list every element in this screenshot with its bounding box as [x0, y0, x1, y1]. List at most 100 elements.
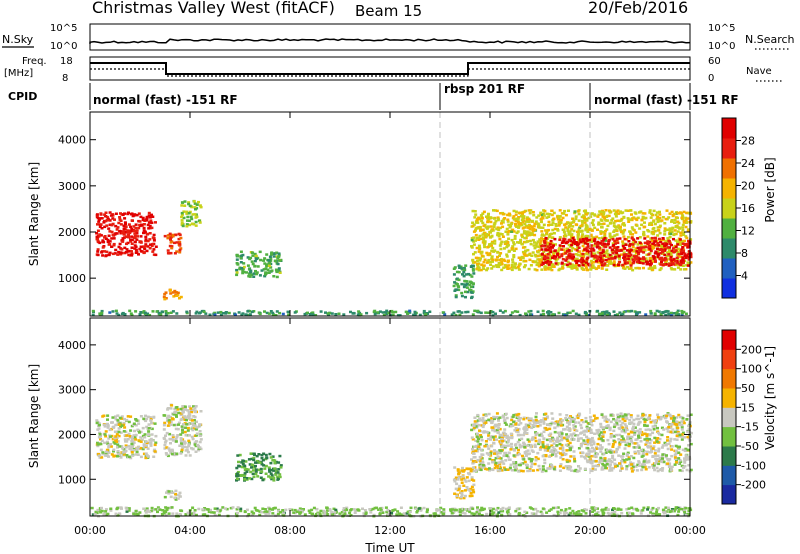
power-echo-cell	[563, 314, 567, 317]
velocity-echo-cell	[515, 446, 518, 450]
power-echo-cell	[525, 216, 529, 219]
velocity-echo-cell	[192, 405, 195, 408]
power-echo-cell	[646, 229, 650, 232]
velocity-echo-cell	[396, 510, 400, 513]
velocity-echo-cell	[132, 422, 136, 425]
power-echo-cell	[661, 249, 665, 252]
power-echo-cell	[150, 221, 154, 224]
velocity-echo-cell	[551, 417, 555, 420]
velocity-echo-cell	[645, 437, 649, 440]
power-echo-cell	[601, 236, 604, 240]
power-echo-cell	[464, 290, 467, 294]
power-echo-cell	[667, 312, 671, 316]
power-echo-cell	[615, 239, 619, 243]
power-echo-cell	[263, 310, 266, 313]
power-echo-cell	[130, 212, 134, 215]
power-echo-cell	[513, 265, 517, 269]
power-echo-cell	[597, 221, 601, 224]
velocity-echo-cell	[323, 511, 327, 514]
velocity-echo-cell	[487, 434, 491, 437]
velocity-echo-cell	[465, 486, 469, 489]
power-echo-cell	[623, 246, 627, 250]
velocity-echo-cell	[491, 419, 495, 423]
velocity-echo-cell	[174, 423, 178, 427]
power-echo-cell	[263, 262, 267, 265]
velocity-echo-cell	[166, 454, 170, 458]
power-echo-cell	[264, 267, 268, 270]
velocity-echo-cell	[632, 422, 636, 426]
power-echo-cell	[668, 249, 671, 252]
power-echo-cell	[505, 227, 509, 231]
velocity-echo-cell	[278, 475, 282, 479]
power-echo-cell	[510, 247, 514, 250]
velocity-echo-cell	[171, 512, 175, 515]
power-echo-cell	[349, 310, 352, 314]
velocity-echo-cell	[293, 508, 297, 512]
velocity-echo-cell	[179, 433, 183, 436]
power-echo-cell	[623, 255, 627, 259]
velocity-echo-cell	[246, 468, 250, 471]
velocity-echo-cell	[657, 506, 660, 510]
velocity-echo-cell	[125, 508, 129, 511]
velocity-echo-cell	[187, 411, 191, 414]
power-echo-cell	[179, 295, 183, 299]
power-echo-cell	[373, 312, 377, 316]
power-echo-cell	[529, 242, 533, 246]
velocity-echo-cell	[399, 506, 403, 509]
power-echo-cell	[486, 246, 490, 249]
power-echo-cell	[662, 238, 666, 242]
velocity-echo-cell	[464, 508, 468, 511]
velocity-echo-cell	[616, 508, 620, 511]
power-echo-cell	[522, 210, 526, 214]
power-echo-cell	[561, 265, 565, 268]
power-echo-cell	[658, 225, 662, 229]
velocity-echo-cell	[666, 436, 670, 439]
velocity-echo-cell	[471, 469, 475, 473]
velocity-echo-cell	[110, 453, 114, 456]
power-echo-cell	[546, 241, 550, 245]
velocity-echo-cell	[609, 435, 613, 439]
power-echo-cell	[581, 262, 585, 265]
power-echo-cell	[626, 257, 630, 261]
velocity-echo-cell	[672, 509, 676, 513]
power-echo-cell	[387, 311, 391, 315]
power-echo-cell	[627, 220, 631, 223]
velocity-echo-cell	[662, 512, 666, 515]
velocity-echo-cell	[264, 472, 268, 475]
power-echo-cell	[117, 221, 121, 225]
power-echo-cell	[512, 230, 516, 233]
velocity-echo-cell	[575, 429, 579, 432]
power-echo-cell	[512, 209, 516, 213]
power-echo-cell	[487, 212, 490, 216]
power-echo-cell	[616, 209, 620, 212]
power-echo-cell	[652, 266, 656, 269]
power-echo-cell	[548, 212, 552, 216]
velocity-echo-cell	[278, 473, 282, 476]
power-echo-cell	[182, 210, 186, 213]
power-echo-cell	[638, 236, 642, 239]
velocity-echo-cell	[671, 508, 674, 511]
velocity-echo-cell	[235, 477, 239, 480]
velocity-echo-cell	[682, 421, 686, 425]
power-echo-cell	[642, 230, 646, 234]
velocity-echo-cell	[189, 417, 193, 421]
velocity-echo-cell	[116, 414, 120, 417]
power-echo-cell	[562, 237, 566, 241]
power-echo-cell	[562, 252, 566, 256]
velocity-echo-cell	[675, 416, 679, 419]
power-echo-cell	[398, 314, 402, 317]
power-echo-cell	[544, 261, 548, 264]
velocity-echo-cell	[390, 511, 394, 515]
power-echo-cell	[547, 314, 551, 317]
velocity-echo-cell	[493, 466, 497, 470]
power-echo-cell	[468, 280, 472, 283]
velocity-echo-cell	[534, 507, 538, 511]
power-echo-cell	[496, 217, 500, 221]
power-echo-cell	[645, 262, 649, 266]
velocity-echo-cell	[470, 494, 474, 498]
power-echo-cell	[396, 314, 400, 317]
power-echo-cell	[564, 241, 568, 245]
power-echo-cell	[493, 242, 497, 245]
velocity-echo-cell	[532, 512, 536, 515]
power-echo-cell	[111, 214, 115, 217]
